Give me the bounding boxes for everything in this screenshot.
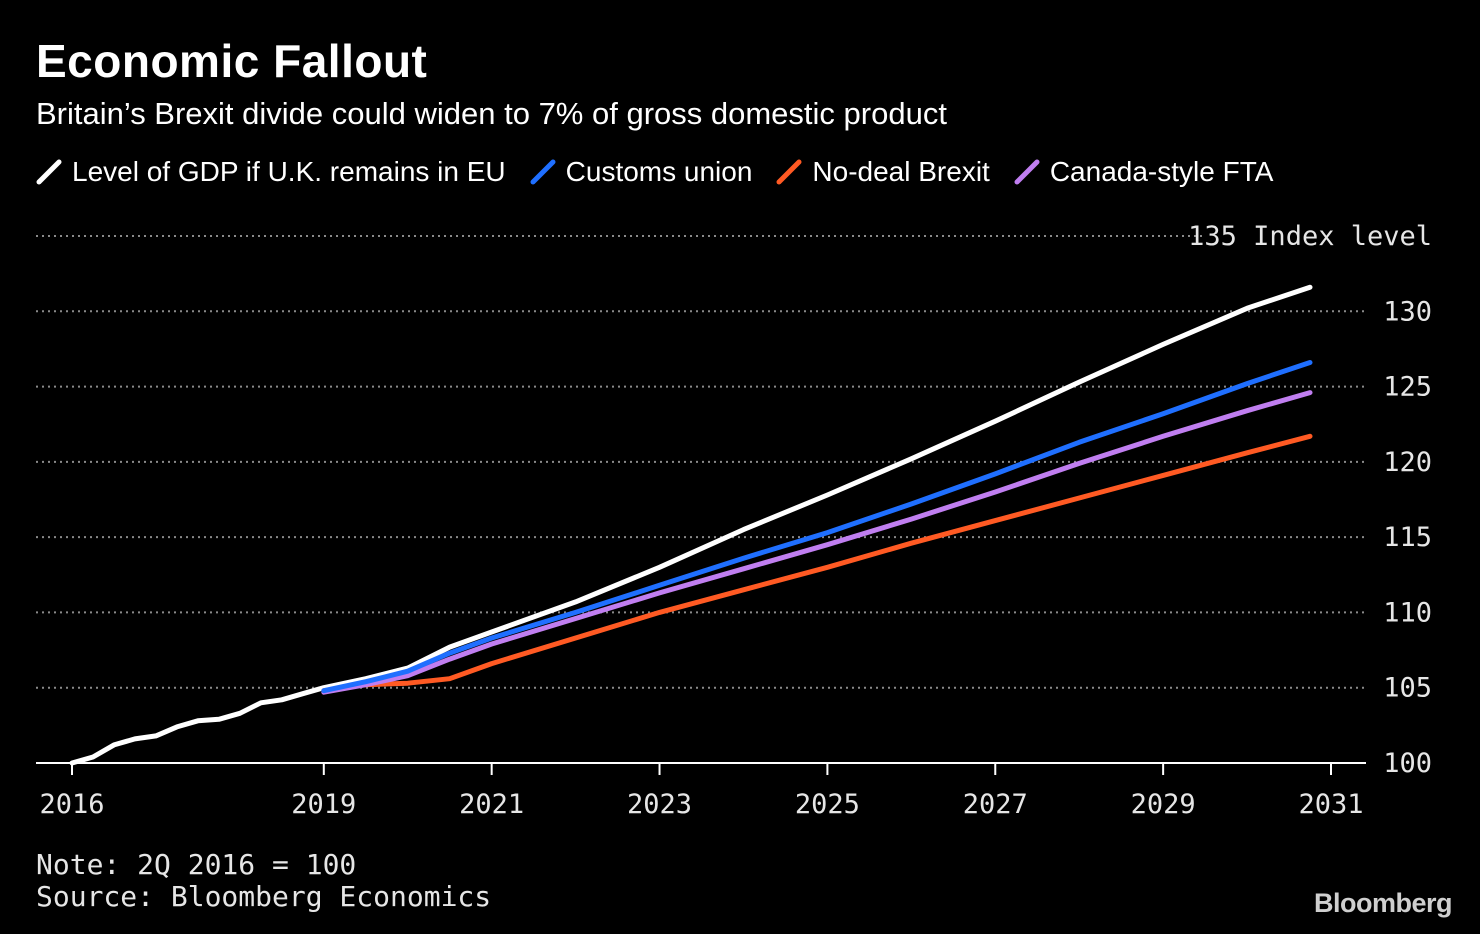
chart-source: Source: Bloomberg Economics (36, 880, 492, 913)
chart-subtitle: Britain’s Brexit divide could widen to 7… (36, 96, 947, 131)
legend-label-nodeal: No-deal Brexit (812, 156, 990, 187)
series-line-level-of-gdp-if-u-k-remains-in-eu (69, 284, 1313, 766)
legend-label-canada: Canada-style FTA (1049, 156, 1274, 187)
legend-item-canada: Canada-style FTA (1014, 156, 1274, 188)
series-line-canada-style-fta (321, 390, 1313, 695)
chart-title: Economic Fallout (36, 35, 428, 87)
legend-item-customs: Customs union (530, 156, 753, 188)
legend-label-remain: Level of GDP if U.K. remains in EU (72, 156, 506, 187)
y-tick-label: 120 (1383, 447, 1432, 478)
legend-swatch-customs-icon (530, 159, 556, 185)
x-tick-label: 2023 (627, 789, 692, 820)
x-tick-label: 2027 (963, 789, 1028, 820)
y-tick-label: 125 (1383, 372, 1432, 403)
legend-label-customs: Customs union (565, 156, 753, 187)
x-tick-label: 2031 (1298, 789, 1363, 820)
series-line-customs-union (321, 360, 1313, 694)
bloomberg-logo: Bloomberg (1313, 888, 1453, 918)
legend-item-nodeal: No-deal Brexit (776, 156, 990, 188)
x-tick-label: 2029 (1131, 789, 1196, 820)
legend-swatch-remain-icon (36, 159, 62, 185)
chart-note: Note: 2Q 2016 = 100 (36, 848, 357, 881)
y-tick-label: 130 (1383, 296, 1432, 327)
x-tick-label: 2021 (459, 789, 524, 820)
x-tick-label: 2019 (291, 789, 356, 820)
x-tick-label: 2025 (795, 789, 860, 820)
series-line-no-deal-brexit (321, 433, 1313, 694)
legend-swatch-canada-icon (1014, 159, 1040, 185)
y-tick-label: 110 (1383, 597, 1432, 628)
y-tick-label: 115 (1383, 522, 1432, 553)
legend: Level of GDP if U.K. remains in EU Custo… (36, 156, 1297, 188)
y-tick-label: 105 (1383, 673, 1432, 704)
y-tick-label: 135 Index level (1188, 221, 1432, 252)
y-tick-label: 100 (1383, 748, 1432, 779)
legend-item-remain: Level of GDP if U.K. remains in EU (36, 156, 506, 188)
legend-swatch-nodeal-icon (776, 159, 802, 185)
x-tick-label: 2016 (39, 789, 104, 820)
